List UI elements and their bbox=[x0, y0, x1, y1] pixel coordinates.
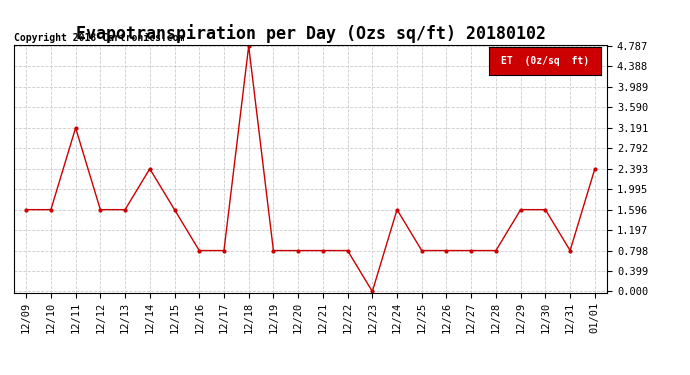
Title: Evapotranspiration per Day (Ozs sq/ft) 20180102: Evapotranspiration per Day (Ozs sq/ft) 2… bbox=[75, 24, 546, 44]
Text: Copyright 2018 Cartronics.com: Copyright 2018 Cartronics.com bbox=[14, 33, 184, 42]
